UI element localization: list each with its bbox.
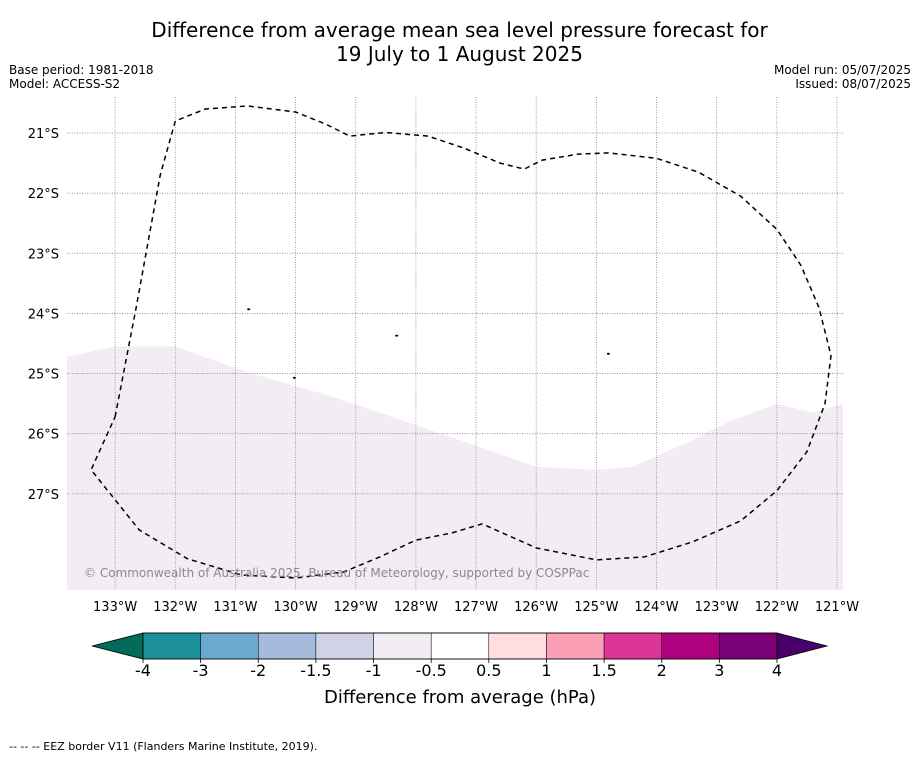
colorbar: -4 -3 -2 -1.5 -1 -0.5 0.5 1 1.5 2 3 4 — [91, 632, 829, 680]
colorbar-segment — [315, 632, 374, 660]
lon-label: 125°W — [574, 600, 618, 615]
lat-label: 25°S — [28, 368, 59, 383]
meta-left: Base period: 1981-2018 Model: ACCESS-S2 — [9, 63, 154, 91]
colorbar-label: Difference from average (hPa) — [324, 687, 596, 708]
colorbar-tick-label: 4 — [772, 661, 782, 680]
lon-label: 133°W — [93, 600, 137, 615]
lon-label: 124°W — [634, 600, 678, 615]
meta-right: Model run: 05/07/2025 Issued: 08/07/2025 — [774, 63, 911, 91]
colorbar-segment — [546, 632, 605, 660]
colorbar-tick-label: -4 — [135, 661, 151, 680]
map-layer: 21°S 22°S 23°S 24°S 25°S 26°S 27°S 133°W 132°W 13… — [28, 97, 859, 615]
colorbar-segment — [258, 632, 317, 660]
colorbar-tick-label: -3 — [193, 661, 209, 680]
lat-label: 24°S — [28, 307, 59, 322]
colorbar-tick-label: -0.5 — [416, 661, 447, 680]
colorbar-tick-label: -1.5 — [300, 661, 331, 680]
colorbar-under-arrow — [91, 632, 144, 660]
lat-label: 21°S — [28, 127, 59, 142]
colorbar-over-arrow — [776, 632, 829, 660]
colorbar-tick-label: 2 — [657, 661, 667, 680]
colorbar-frame — [142, 632, 778, 660]
colorbar-tick-label: 1.5 — [591, 661, 616, 680]
lat-label: 22°S — [28, 187, 59, 202]
title-line-1: Difference from average mean sea level p… — [151, 18, 768, 42]
colorbar-segment — [430, 632, 490, 660]
island-marker — [247, 308, 251, 311]
eez-footnote: -- -- -- EEZ border V11 (Flanders Marine… — [9, 740, 318, 753]
island-marker — [292, 376, 296, 379]
lon-label: 129°W — [334, 600, 378, 615]
lon-label: 128°W — [394, 600, 438, 615]
lon-label: 130°W — [274, 600, 318, 615]
colorbar-segment — [661, 632, 720, 660]
colorbar-tick-label: -2 — [250, 661, 266, 680]
eez-border-line — [90, 105, 832, 579]
colorbar-tick-label: 3 — [714, 661, 724, 680]
copyright-text: © Commonwealth of Australia 2025, Bureau… — [84, 566, 589, 580]
colorbar-tick-label: 1 — [541, 661, 551, 680]
colorbar-segment — [603, 632, 662, 660]
lat-label: 27°S — [28, 488, 59, 503]
colorbar-segment — [373, 632, 432, 660]
map-title: Difference from average mean sea level p… — [0, 18, 919, 66]
island-marker — [395, 334, 399, 337]
colorbar-segment — [200, 632, 259, 660]
lon-label: 131°W — [213, 600, 257, 615]
issued-date: Issued: 08/07/2025 — [795, 77, 911, 91]
lon-label: 123°W — [695, 600, 739, 615]
lon-label: 121°W — [815, 600, 859, 615]
colorbar-tick-label: -1 — [366, 661, 382, 680]
colorbar-tick-label: 0.5 — [476, 661, 501, 680]
title-line-2: 19 July to 1 August 2025 — [336, 42, 583, 66]
lon-label: 126°W — [514, 600, 558, 615]
lon-label: 132°W — [153, 600, 197, 615]
colorbar-segment — [142, 632, 201, 660]
lat-label: 23°S — [28, 247, 59, 262]
island-marker — [606, 352, 610, 355]
lat-label: 26°S — [28, 428, 59, 443]
base-period: Base period: 1981-2018 — [9, 63, 154, 77]
shaded-anomaly-region — [67, 346, 843, 590]
model-run: Model run: 05/07/2025 — [773, 63, 911, 77]
colorbar-segment — [488, 632, 547, 660]
lon-label: 127°W — [454, 600, 498, 615]
colorbar-segment — [719, 632, 778, 660]
model-name: Model: ACCESS-S2 — [9, 77, 121, 91]
lon-label: 122°W — [755, 600, 799, 615]
